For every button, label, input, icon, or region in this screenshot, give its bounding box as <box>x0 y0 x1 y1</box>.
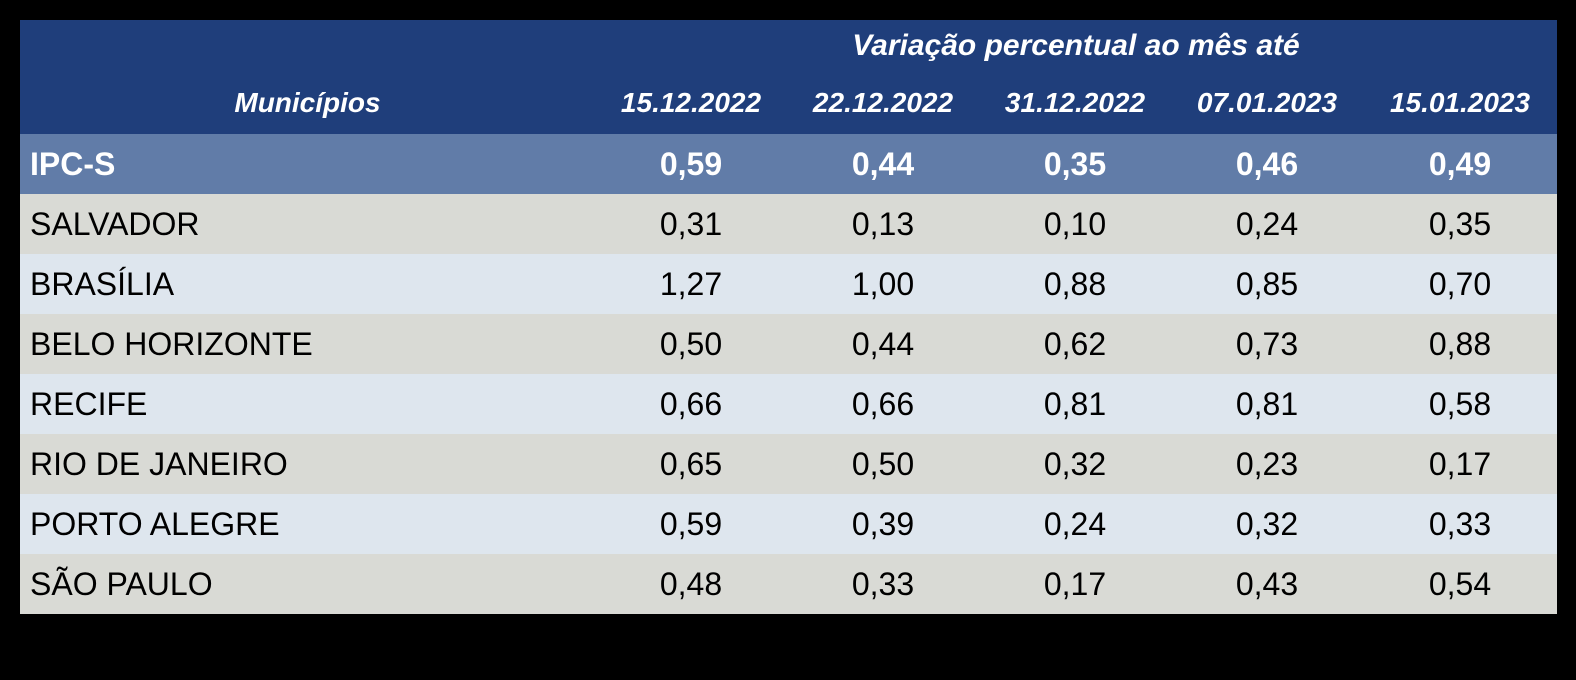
value-cell: 0,43 <box>1171 554 1363 614</box>
value-cell: 0,33 <box>787 554 979 614</box>
municipality-label: SALVADOR <box>20 194 595 254</box>
table-row-salvador: SALVADOR 0,31 0,13 0,10 0,24 0,35 <box>20 194 1558 254</box>
value-cell: 0,48 <box>595 554 787 614</box>
table-row-belo-horizonte: BELO HORIZONTE 0,50 0,44 0,62 0,73 0,88 <box>20 314 1558 374</box>
municipality-label: BELO HORIZONTE <box>20 314 595 374</box>
value-cell: 0,10 <box>979 194 1171 254</box>
value-cell: 0,33 <box>1363 494 1558 554</box>
value-cell: 0,31 <box>595 194 787 254</box>
value-cell: 1,00 <box>787 254 979 314</box>
value-cell: 0,49 <box>1363 134 1558 194</box>
value-cell: 0,70 <box>1363 254 1558 314</box>
value-cell: 0,17 <box>1363 434 1558 494</box>
group-title: Variação percentual ao mês até <box>595 20 1558 72</box>
value-cell: 1,27 <box>595 254 787 314</box>
table-row-brasilia: BRASÍLIA 1,27 1,00 0,88 0,85 0,70 <box>20 254 1558 314</box>
header-group-row: Variação percentual ao mês até <box>20 20 1558 72</box>
value-cell: 0,50 <box>595 314 787 374</box>
value-cell: 0,85 <box>1171 254 1363 314</box>
table-row-rio-de-janeiro: RIO DE JANEIRO 0,65 0,50 0,32 0,23 0,17 <box>20 434 1558 494</box>
value-cell: 0,23 <box>1171 434 1363 494</box>
value-cell: 0,59 <box>595 134 787 194</box>
value-cell: 0,44 <box>787 314 979 374</box>
value-cell: 0,58 <box>1363 374 1558 434</box>
ipc-s-variation-table-container: Variação percentual ao mês até Município… <box>20 20 1558 614</box>
value-cell: 0,65 <box>595 434 787 494</box>
ipc-s-variation-table: Variação percentual ao mês até Município… <box>20 20 1558 614</box>
value-cell: 0,13 <box>787 194 979 254</box>
value-cell: 0,62 <box>979 314 1171 374</box>
value-cell: 0,44 <box>787 134 979 194</box>
value-cell: 0,81 <box>979 374 1171 434</box>
municipality-label: RIO DE JANEIRO <box>20 434 595 494</box>
value-cell: 0,17 <box>979 554 1171 614</box>
summary-label: IPC-S <box>20 134 595 194</box>
value-cell: 0,46 <box>1171 134 1363 194</box>
summary-row-ipcs: IPC-S 0,59 0,44 0,35 0,46 0,49 <box>20 134 1558 194</box>
value-cell: 0,24 <box>1171 194 1363 254</box>
date-column-header: 31.12.2022 <box>979 72 1171 134</box>
municipios-column-header: Municípios <box>20 72 595 134</box>
municipality-label: SÃO PAULO <box>20 554 595 614</box>
header-columns-row: Municípios 15.12.2022 22.12.2022 31.12.2… <box>20 72 1558 134</box>
table-row-sao-paulo: SÃO PAULO 0,48 0,33 0,17 0,43 0,54 <box>20 554 1558 614</box>
value-cell: 0,39 <box>787 494 979 554</box>
municipality-label: BRASÍLIA <box>20 254 595 314</box>
date-column-header: 15.12.2022 <box>595 72 787 134</box>
value-cell: 0,59 <box>595 494 787 554</box>
date-column-header: 15.01.2023 <box>1363 72 1558 134</box>
table-row-porto-alegre: PORTO ALEGRE 0,59 0,39 0,24 0,32 0,33 <box>20 494 1558 554</box>
value-cell: 0,32 <box>1171 494 1363 554</box>
value-cell: 0,88 <box>979 254 1171 314</box>
date-column-header: 07.01.2023 <box>1171 72 1363 134</box>
date-column-header: 22.12.2022 <box>787 72 979 134</box>
value-cell: 0,24 <box>979 494 1171 554</box>
table-row-recife: RECIFE 0,66 0,66 0,81 0,81 0,58 <box>20 374 1558 434</box>
value-cell: 0,66 <box>787 374 979 434</box>
value-cell: 0,73 <box>1171 314 1363 374</box>
header-empty-cell <box>20 20 595 72</box>
value-cell: 0,35 <box>979 134 1171 194</box>
value-cell: 0,32 <box>979 434 1171 494</box>
value-cell: 0,50 <box>787 434 979 494</box>
municipality-label: RECIFE <box>20 374 595 434</box>
value-cell: 0,88 <box>1363 314 1558 374</box>
value-cell: 0,66 <box>595 374 787 434</box>
value-cell: 0,81 <box>1171 374 1363 434</box>
value-cell: 0,54 <box>1363 554 1558 614</box>
value-cell: 0,35 <box>1363 194 1558 254</box>
municipality-label: PORTO ALEGRE <box>20 494 595 554</box>
